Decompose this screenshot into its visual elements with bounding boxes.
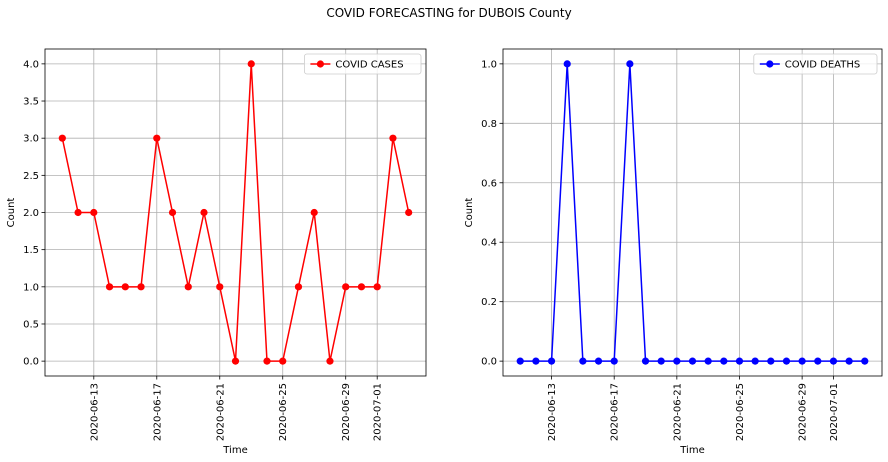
cases-data-point [74, 208, 82, 217]
deaths-y-tick-label: 0.0 [481, 357, 497, 368]
deaths-x-axis-label: Time [679, 445, 704, 456]
deaths-data-point [594, 357, 603, 365]
cases-plot: 0.0 0.5 1.0 1.5 2.0 2.5 3.0 3.5 4.0 2020-06-13 202… [6, 48, 427, 456]
cases-legend-box [303, 53, 422, 75]
deaths-x-tick-label: 2020-06-13 [547, 383, 558, 441]
deaths-plot-area [503, 49, 882, 376]
deaths-data-point [767, 357, 775, 365]
deaths-data-point [688, 357, 697, 365]
deaths-legend-box [753, 53, 878, 75]
deaths-data-point [735, 357, 744, 365]
cases-x-tick-label: 2020-06-13 [89, 383, 100, 441]
cases-data-point [216, 283, 224, 291]
cases-y-tick-label: 3.0 [23, 134, 39, 145]
deaths-y-tick-label: 0.8 [481, 119, 497, 130]
cases-x-tick-label: 2020-06-25 [278, 383, 289, 441]
deaths-data-point [610, 357, 618, 365]
cases-axes-frame [44, 48, 427, 377]
deaths-data-point [861, 357, 869, 365]
deaths-axes-frame [502, 48, 883, 377]
cases-y-tick-label: 2.0 [23, 208, 39, 219]
cases-y-tick-label: 3.5 [23, 97, 39, 108]
deaths-data-point [782, 357, 791, 365]
cases-x-tick-label: 2020-07-01 [373, 383, 384, 441]
deaths-x-tick-label: 2020-06-29 [798, 383, 809, 441]
cases-y-axis-label: Count [6, 198, 17, 228]
deaths-legend-marker [766, 60, 774, 68]
cases-data-point [184, 283, 192, 291]
deaths-legend: COVID DEATHS [753, 53, 878, 75]
cases-data-point [342, 283, 350, 291]
cases-data-point [405, 208, 413, 217]
cases-data-point [121, 283, 129, 291]
deaths-y-tick-label: 0.4 [481, 238, 497, 249]
deaths-y-tick-label: 0.6 [481, 178, 497, 189]
cases-data-point [90, 208, 98, 217]
deaths-x-tick-label: 2020-06-21 [672, 383, 683, 441]
deaths-x-tick-label: 2020-07-01 [829, 383, 840, 441]
cases-x-axis-label: Time [222, 445, 247, 456]
deaths-x-tick-label: 2020-06-17 [610, 383, 621, 441]
deaths-data-point [814, 357, 822, 365]
cases-data-point [58, 134, 66, 142]
deaths-data-point [720, 357, 728, 365]
cases-data-point [263, 357, 271, 365]
cases-x-tick-label: 2020-06-21 [215, 383, 226, 441]
cases-data-point [357, 283, 366, 291]
deaths-data-point [673, 357, 681, 365]
deaths-plot: 0.0 0.2 0.4 0.6 0.8 1.0 2020-06-13 2020-06-17 20… [464, 48, 883, 456]
cases-y-tick-label: 1.0 [23, 282, 39, 293]
cases-data-point [373, 283, 381, 291]
deaths-data-point [532, 357, 540, 365]
deaths-data-point [563, 60, 571, 68]
cases-data-point [231, 357, 240, 365]
cases-data-point [279, 357, 287, 365]
cases-data-point [153, 134, 161, 142]
cases-legend-marker [316, 60, 324, 68]
cases-x-tick-label: 2020-06-29 [341, 383, 352, 441]
cases-data-point [105, 283, 114, 291]
deaths-y-axis-label: Count [464, 198, 475, 228]
cases-y-tick-label: 0.5 [23, 319, 39, 330]
deaths-data-point [657, 357, 665, 365]
deaths-x-tick-label: 2020-06-25 [735, 383, 746, 441]
cases-legend: COVID CASES [303, 53, 422, 75]
cases-data-point [389, 134, 397, 142]
cases-data-point [137, 283, 145, 291]
deaths-data-point [845, 357, 853, 365]
cases-legend-label: COVID CASES [335, 60, 403, 71]
deaths-legend-label: COVID DEATHS [785, 60, 860, 71]
deaths-y-tick-label: 0.2 [481, 297, 497, 308]
cases-y-tick-label: 4.0 [23, 59, 39, 70]
deaths-data-point [829, 357, 838, 365]
cases-x-tick-label: 2020-06-17 [152, 383, 163, 441]
deaths-y-tick-label: 1.0 [481, 59, 497, 70]
cases-data-point [247, 60, 255, 68]
cases-data-point [310, 208, 318, 217]
deaths-data-point [579, 357, 587, 365]
figure-title: COVID FORECASTING for DUBOIS County [326, 6, 571, 20]
deaths-data-point [626, 60, 634, 68]
cases-y-tick-label: 1.5 [23, 245, 39, 256]
deaths-data-point [641, 357, 650, 365]
deaths-data-point [516, 357, 524, 365]
deaths-data-point [751, 357, 759, 365]
cases-data-point [168, 208, 177, 217]
deaths-data-point [704, 357, 712, 365]
deaths-data-point [547, 357, 556, 365]
cases-data-point [326, 357, 334, 365]
cases-y-tick-label: 2.5 [23, 171, 39, 182]
cases-data-point [200, 208, 208, 217]
deaths-data-point [798, 357, 806, 365]
cases-y-tick-label: 0.0 [23, 357, 39, 368]
cases-data-point [294, 283, 303, 291]
